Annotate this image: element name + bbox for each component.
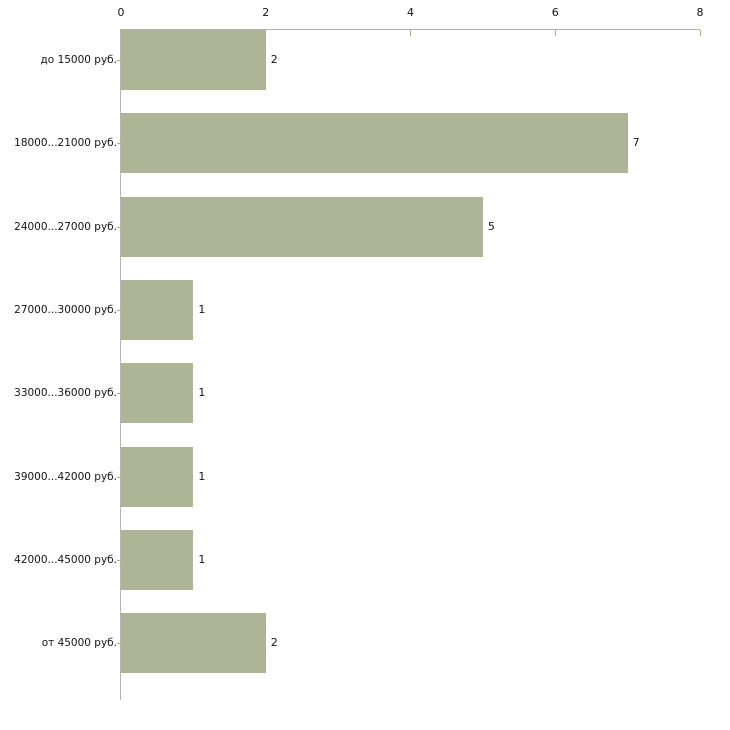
y-axis-tick [117,143,121,145]
y-axis-line [120,29,121,700]
x-axis-tick-label: 0 [117,6,125,19]
y-axis-category-label: от 45000 руб. [41,637,117,650]
x-axis-tick [554,30,556,36]
bar-value-label: 1 [198,469,206,483]
y-axis-tick [117,643,121,645]
y-axis-category-label: 39000...42000 руб. [14,470,117,483]
y-axis-category-label: до 15000 руб. [40,54,117,66]
x-axis-tick-label: 4 [407,6,414,19]
y-axis-category-label: 24000...27000 руб. [14,220,117,233]
bar-value-label: 7 [632,136,640,150]
bar[interactable] [121,363,194,424]
y-axis-tick [117,559,121,561]
bar[interactable] [121,613,266,674]
bar[interactable] [121,113,628,174]
x-axis-tick [410,30,411,36]
y-axis-category-label: 42000...45000 руб. [14,553,117,566]
y-axis-tick [117,476,121,478]
bar-value-label: 5 [487,219,495,233]
x-axis-line [121,29,700,30]
bar[interactable] [121,30,266,90]
y-axis-category-label: 27000...30000 руб. [14,303,117,316]
y-axis-tick [117,226,121,228]
bar-row: 5 [0,196,730,257]
y-axis-category-label: 18000...21000 руб. [14,137,117,150]
y-axis-category-label: 33000...36000 руб. [14,387,117,400]
x-axis-tick-label: 6 [551,6,559,19]
bar-row: 1 [0,363,730,424]
bar-row: 1 [0,279,730,340]
x-axis-tick-label: 8 [696,6,704,19]
y-axis-tick [117,309,121,311]
bar-row: 7 [0,113,730,174]
bar-value-label: 1 [198,552,206,566]
x-axis-tick [265,30,267,36]
bar-row: 1 [0,529,730,590]
bar-value-label: 1 [198,302,206,316]
bar[interactable] [121,196,483,257]
bar[interactable] [121,529,194,590]
bar-row: 2 [0,30,730,90]
y-axis-tick [117,393,121,395]
y-axis-tick [117,60,121,61]
x-axis-tick [699,30,701,36]
bar[interactable] [121,446,194,507]
bar-value-label: 2 [270,53,278,66]
x-axis-tick-label: 2 [262,6,270,19]
bar-row: 2 [0,613,730,674]
bar[interactable] [121,279,194,340]
bar-value-label: 1 [198,386,206,400]
bar-value-label: 2 [270,636,278,650]
bar-row: 1 [0,446,730,507]
